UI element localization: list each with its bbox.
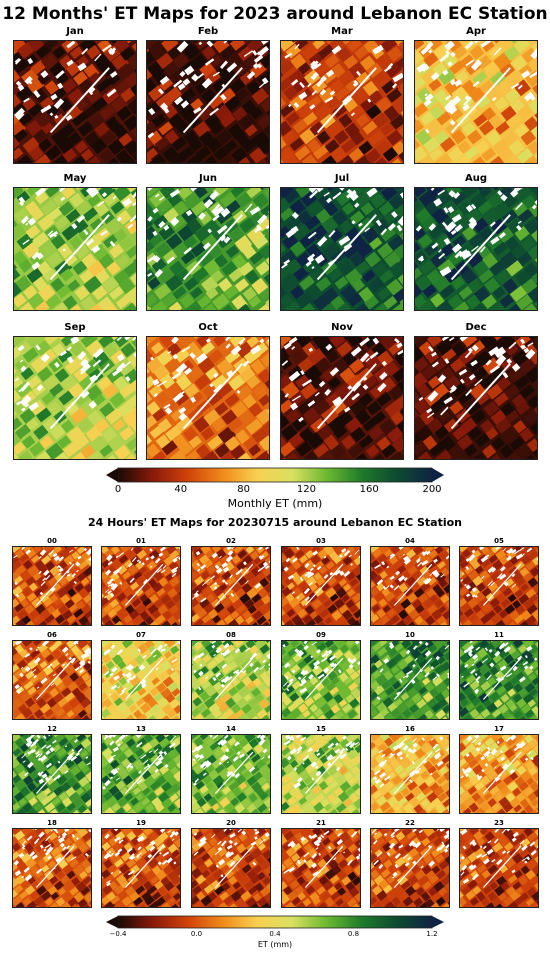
colorbar-max-arrow xyxy=(432,468,444,482)
month-label: Mar xyxy=(331,26,353,37)
hour-label: 04 xyxy=(405,537,415,545)
hour-label: 05 xyxy=(494,537,504,545)
hour-map xyxy=(281,640,361,720)
hour-map xyxy=(191,546,271,626)
hour-map xyxy=(101,828,181,908)
month-map xyxy=(13,336,137,460)
month-label: Feb xyxy=(197,26,219,37)
month-map xyxy=(414,336,538,460)
hour-label: 03 xyxy=(316,537,326,545)
hour-label: 01 xyxy=(136,537,146,545)
hour-label: 13 xyxy=(136,725,146,733)
hour-label: 21 xyxy=(316,819,326,827)
month-label: May xyxy=(63,173,87,184)
hour-map xyxy=(101,546,181,626)
hourly-title: 24 Hours' ET Maps for 20230715 around Le… xyxy=(87,516,463,529)
month-label: Jun xyxy=(199,173,217,184)
colorbar-tick-label: 0 xyxy=(114,484,122,495)
colorbar-min-arrow xyxy=(106,916,118,928)
hour-label: 17 xyxy=(494,725,504,733)
monthly-title: 12 Months' ET Maps for 2023 around Leban… xyxy=(2,4,548,24)
month-label: Jul xyxy=(334,173,350,184)
colorbar-tick-label: 40 xyxy=(174,484,188,495)
hour-map xyxy=(281,734,361,814)
colorbar-label: Monthly ET (mm) xyxy=(227,497,323,510)
hour-map xyxy=(191,640,271,720)
hour-label: 10 xyxy=(405,631,415,639)
month-map xyxy=(414,40,538,164)
colorbar-tick-label: 0.8 xyxy=(347,930,360,938)
colorbar-tick-label: 160 xyxy=(359,484,379,495)
hour-map xyxy=(101,640,181,720)
month-label: Jan xyxy=(66,26,84,37)
colorbar-tick-label: 0.4 xyxy=(269,930,281,938)
hour-map xyxy=(101,734,181,814)
hour-map xyxy=(370,734,450,814)
hour-label: 15 xyxy=(316,725,326,733)
month-map xyxy=(414,187,538,311)
hour-map xyxy=(459,734,539,814)
hour-label: 16 xyxy=(405,725,415,733)
month-map xyxy=(280,40,404,164)
hour-label: 23 xyxy=(494,819,504,827)
hour-label: 20 xyxy=(226,819,236,827)
hour-label: 09 xyxy=(316,631,326,639)
hour-map xyxy=(459,640,539,720)
hour-map xyxy=(459,546,539,626)
month-label: Apr xyxy=(466,26,486,37)
hour-map xyxy=(191,828,271,908)
month-map xyxy=(13,187,137,311)
colorbar-tick-label: 1.2 xyxy=(426,930,438,938)
month-label: Aug xyxy=(464,173,488,184)
hour-map xyxy=(12,734,92,814)
month-map xyxy=(280,336,404,460)
hour-map xyxy=(370,828,450,908)
month-map xyxy=(13,40,137,164)
month-map xyxy=(280,187,404,311)
colorbar-tick-label: 0.0 xyxy=(190,930,203,938)
hour-map xyxy=(281,828,361,908)
hour-label: 06 xyxy=(47,631,57,639)
colorbar-tick-label: −0.4 xyxy=(109,930,127,938)
month-map xyxy=(146,187,270,311)
hour-label: 14 xyxy=(226,725,236,733)
hour-map xyxy=(370,640,450,720)
colorbar-tick-label: 80 xyxy=(237,484,250,495)
month-label: Nov xyxy=(331,322,353,333)
hour-label: 00 xyxy=(47,537,57,545)
hour-map xyxy=(12,640,92,720)
hour-label: 12 xyxy=(47,725,57,733)
hour-map xyxy=(281,546,361,626)
colorbar-tick-label: 200 xyxy=(422,484,442,495)
colorbar-label: ET (mm) xyxy=(257,940,293,949)
hour-label: 08 xyxy=(226,631,236,639)
hour-label: 18 xyxy=(47,819,57,827)
month-label: Sep xyxy=(64,322,86,333)
colorbar-max-arrow xyxy=(432,916,444,928)
hour-map xyxy=(459,828,539,908)
hour-map xyxy=(191,734,271,814)
hour-label: 19 xyxy=(136,819,146,827)
hour-map xyxy=(370,546,450,626)
month-label: Oct xyxy=(198,322,218,333)
month-map xyxy=(146,336,270,460)
month-map xyxy=(146,40,270,164)
hour-map xyxy=(12,828,92,908)
colorbar-tick-label: 120 xyxy=(296,484,316,495)
hour-label: 02 xyxy=(226,537,236,545)
hour-label: 22 xyxy=(405,819,415,827)
month-label: Dec xyxy=(465,322,487,333)
colorbar-min-arrow xyxy=(106,468,118,482)
hour-label: 11 xyxy=(494,631,504,639)
hour-label: 07 xyxy=(136,631,146,639)
hour-map xyxy=(12,546,92,626)
